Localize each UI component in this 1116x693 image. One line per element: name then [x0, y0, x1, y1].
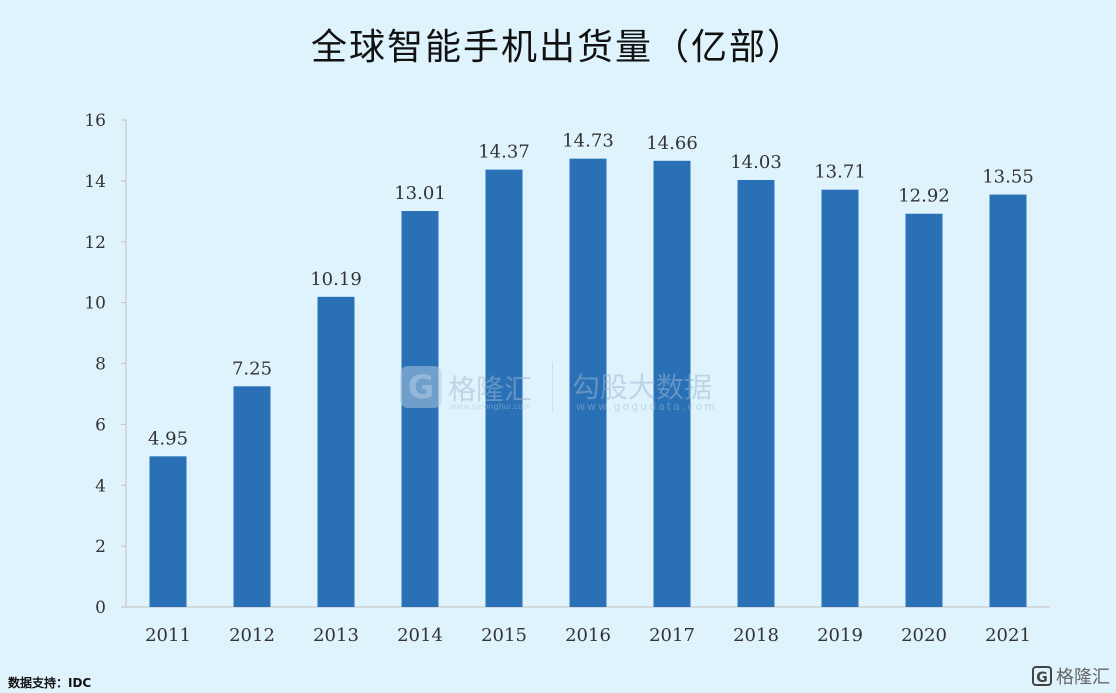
data-label: 13.55	[982, 167, 1034, 188]
x-tick-label: 2014	[397, 625, 443, 646]
x-tick-label: 2019	[817, 625, 863, 646]
data-label: 14.37	[478, 142, 530, 163]
chart-labels: 4.95 2011 7.25 2012 10.19 2013 13.01 2014 14.37 2…	[145, 131, 1034, 646]
y-tick-label: 14	[84, 172, 106, 192]
source-note: 数据支持：IDC	[8, 676, 92, 690]
watermark-url: www.gogudata.com	[576, 400, 717, 413]
y-tick-label: 8	[95, 355, 106, 375]
data-label: 13.71	[814, 162, 866, 183]
x-tick-label: 2020	[901, 625, 947, 646]
bar	[737, 179, 775, 608]
watermark-brand-secondary: 勾股大数据	[572, 371, 713, 404]
x-tick-label: 2013	[313, 625, 359, 646]
corner-logo-icon: G	[1032, 666, 1052, 686]
data-label: 14.03	[730, 152, 782, 173]
bar	[485, 169, 523, 607]
data-label: 14.66	[646, 133, 698, 154]
x-tick-label: 2012	[229, 625, 275, 646]
bar	[317, 296, 355, 607]
corner-logo: G 格隆汇	[1032, 664, 1110, 688]
x-tick-label: 2021	[985, 625, 1031, 646]
bar	[149, 456, 187, 607]
x-tick-label: 2018	[733, 625, 779, 646]
corner-logo-text: 格隆汇	[1056, 667, 1110, 688]
bar	[569, 158, 607, 607]
data-label: 4.95	[148, 428, 188, 449]
y-tick-label: 12	[84, 233, 106, 253]
bar	[989, 194, 1027, 607]
data-label: 7.25	[232, 358, 272, 379]
watermark-brand: 格隆汇	[448, 373, 533, 406]
bar	[653, 160, 691, 607]
x-tick-label: 2011	[145, 625, 191, 646]
y-tick-label: 2	[95, 537, 106, 557]
watermark-logo-icon: G	[400, 366, 442, 408]
y-tick-label: 6	[95, 415, 106, 435]
x-tick-label: 2015	[481, 625, 527, 646]
y-tick-label: 0	[95, 598, 106, 618]
y-tick-label: 16	[84, 111, 106, 131]
chart-bars	[149, 158, 1027, 608]
bar	[401, 211, 439, 607]
data-label: 14.73	[562, 131, 614, 152]
watermark-divider	[552, 362, 553, 412]
bar	[821, 189, 859, 607]
x-tick-label: 2017	[649, 625, 695, 646]
chart-title: 全球智能手机出货量（亿部）	[310, 27, 805, 68]
x-tick-label: 2016	[565, 625, 611, 646]
y-tick-label: 4	[95, 476, 106, 496]
data-label: 10.19	[310, 269, 362, 290]
watermark: G 格隆汇 www.gelonghui.com 勾股大数据 www.goguda…	[400, 362, 730, 422]
bar	[233, 386, 271, 607]
data-label: 12.92	[898, 186, 950, 207]
y-tick-label: 10	[84, 294, 106, 314]
data-label: 13.01	[394, 183, 446, 204]
watermark-url-small: www.gelonghui.com	[450, 402, 531, 411]
bar	[905, 213, 943, 607]
